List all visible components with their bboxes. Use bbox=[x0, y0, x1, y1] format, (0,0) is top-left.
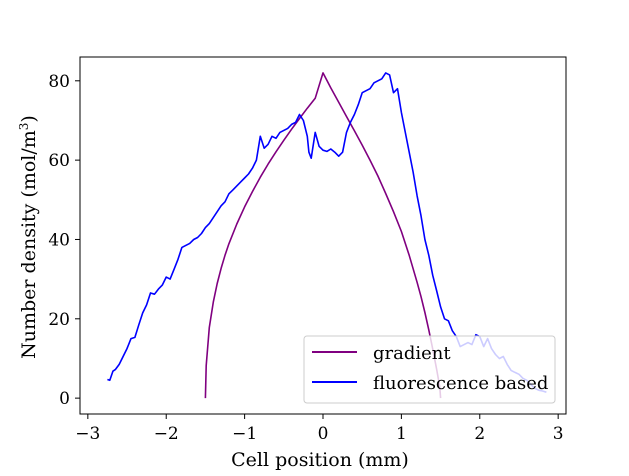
y-tick-label: 20 bbox=[48, 310, 70, 330]
y-tick-label: 80 bbox=[48, 72, 70, 92]
x-tick-label: 3 bbox=[553, 424, 564, 444]
y-tick-label: 60 bbox=[48, 151, 70, 171]
y-axis: 0 20 40 60 80 bbox=[48, 72, 80, 409]
x-axis: −3 −2 −1 0 1 2 3 bbox=[75, 414, 564, 444]
x-tick-label: −2 bbox=[154, 424, 179, 444]
x-tick-label: 2 bbox=[474, 424, 485, 444]
y-axis-label-main: Number density (mol/m bbox=[18, 130, 40, 359]
y-axis-label: Number density (mol/m3) bbox=[17, 115, 40, 359]
x-tick-label: 0 bbox=[318, 424, 329, 444]
y-axis-label-superscript: 3 bbox=[17, 123, 31, 131]
legend-box bbox=[303, 335, 556, 404]
y-tick-label: 0 bbox=[59, 389, 70, 409]
series-line-gradient bbox=[204, 72, 442, 399]
legend-label-gradient: gradient bbox=[373, 343, 451, 364]
x-tick-label: 1 bbox=[396, 424, 407, 444]
legend: gradient fluorescence based bbox=[303, 335, 556, 404]
x-tick-label: −1 bbox=[232, 424, 257, 444]
y-tick-label: 40 bbox=[48, 230, 70, 250]
legend-label-fluorescence-based: fluorescence based bbox=[373, 373, 548, 394]
x-axis-label: Cell position (mm) bbox=[231, 449, 409, 471]
y-axis-label-tail: ) bbox=[18, 115, 40, 122]
x-tick-label: −3 bbox=[75, 424, 100, 444]
